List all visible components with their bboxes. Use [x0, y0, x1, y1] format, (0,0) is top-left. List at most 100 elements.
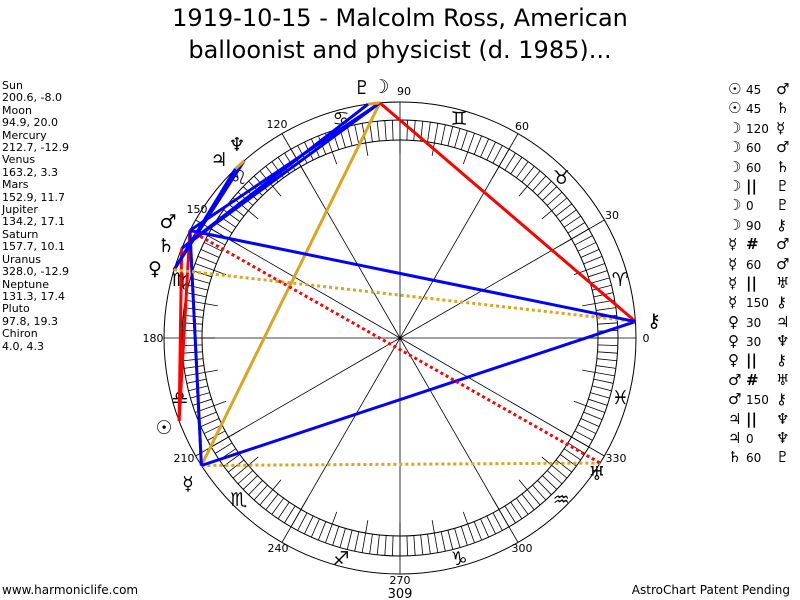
degree-tick [195, 400, 227, 413]
aspect-row: ☿ || ♅ [728, 274, 794, 293]
degree-tick [546, 470, 563, 485]
venus-glyph-icon: ♀ [728, 312, 739, 331]
degree-tick [563, 448, 581, 461]
degree-tick [237, 470, 254, 485]
degree-tick [521, 493, 535, 511]
planet-name: Venus [2, 153, 36, 167]
aspect-type: || [746, 176, 757, 195]
degree-tick [546, 191, 563, 206]
aspect-row: ☽ 60 ♂ [728, 138, 794, 157]
degree-tick [588, 398, 608, 406]
chart-title: 1919-10-15 - Malcolm Ross, American ball… [0, 2, 800, 66]
degree-tick [583, 411, 603, 421]
degree-tick [567, 222, 586, 234]
saturn-glyph-icon: ♄ [728, 448, 742, 467]
degree-tick [185, 299, 218, 307]
zodiac-sign-icon: ♉ [553, 167, 570, 189]
mars-glyph-icon: ♂ [159, 211, 176, 233]
degree-tick [384, 120, 387, 141]
planet-coords: 4.0, 4.3 [2, 339, 44, 353]
degree-tick [248, 180, 263, 196]
moon-glyph-icon: ☽ [728, 196, 742, 215]
degree-tick [592, 284, 612, 291]
degree-tick [480, 518, 490, 538]
degree-tick [223, 209, 241, 222]
saturn-glyph-icon: ♄ [157, 235, 174, 257]
degree-tick [454, 528, 461, 548]
aspect-row: ☉ 45 ♄ [728, 99, 794, 118]
degree-tick [376, 534, 380, 555]
planet-name: Saturn [2, 227, 39, 241]
patent-notice: AstroChart Patent Pending [631, 583, 790, 597]
degree-tick [574, 235, 593, 246]
degree-tick [420, 534, 424, 555]
degree-tick [597, 351, 618, 354]
sun-glyph-icon: ☉ [728, 80, 742, 98]
degree-tick [406, 120, 409, 141]
degree-tick [391, 535, 394, 556]
degree-tick [583, 255, 603, 265]
degree-tick [431, 123, 439, 156]
planet-name: Neptune [2, 277, 50, 291]
degree-tick [447, 530, 454, 550]
degree-tick [510, 501, 523, 519]
degree-tick [192, 398, 212, 406]
degree-tick [361, 520, 369, 553]
degree-tick [317, 521, 327, 541]
planet-coords: 131.3, 17.4 [2, 289, 65, 303]
degree-tick [593, 378, 614, 384]
aspect-row: ♀ 30 ♃ [728, 313, 794, 332]
degree-tick [277, 501, 290, 519]
planet-position-list: Sun 200.6, -8.0 Moon 94.9, 20.0 Mercury 212.7… [2, 79, 69, 353]
aspect-line [180, 102, 369, 250]
degree-tick [592, 385, 612, 392]
degree-tick [510, 157, 523, 175]
degree-tick [384, 535, 387, 556]
sun-glyph-icon: ☉ [155, 417, 172, 439]
degree-tick [542, 475, 558, 490]
aspect-row: ☽ 120 ☿ [728, 119, 794, 138]
degree-tick [577, 424, 597, 434]
uranus-glyph-icon: ♅ [776, 273, 790, 292]
degree-tick [242, 475, 258, 490]
aspect-row: ☿ 150 ⚷ [728, 293, 794, 312]
venus-glyph-icon: ♀ [148, 258, 162, 280]
degree-tick [200, 418, 220, 428]
mars-glyph-icon: ♂ [776, 138, 790, 157]
degree-tick [555, 203, 573, 217]
aspect-row: ♃ || ♆ [728, 410, 794, 429]
degree-tick [332, 526, 340, 546]
degree-tick [427, 122, 431, 142]
aspect-type: || [746, 273, 757, 292]
degree-tick [232, 197, 259, 220]
zodiac-sign-icon: ♊ [450, 108, 467, 130]
aspect-row: ♀ || ⚷ [728, 351, 794, 370]
planet-name: Mars [2, 178, 29, 192]
jupiter-glyph-icon: ♃ [728, 409, 742, 428]
aspect-line [234, 159, 246, 170]
spoke-line [281, 133, 401, 339]
jupiter-glyph-icon: ♃ [728, 429, 742, 448]
degree-tick [462, 133, 475, 165]
jupiter-glyph-icon: ♃ [776, 312, 790, 331]
degree-tick [542, 186, 558, 201]
aspect-type: 45 [746, 102, 762, 117]
aspect-type: 45 [746, 83, 762, 97]
degree-tick [597, 344, 618, 347]
degree-tick [182, 344, 203, 347]
degree-tick [582, 369, 615, 377]
pluto-glyph-icon: ♇ [776, 448, 790, 467]
zodiac-sign-icon: ♈ [612, 269, 629, 291]
degree-tick [521, 165, 535, 183]
degree-tick [440, 124, 446, 145]
degree-tick [573, 400, 605, 413]
degree-tick [492, 145, 503, 164]
zodiac-sign-icon: ♑ [450, 548, 467, 570]
degree-tick [200, 248, 220, 258]
aspect-list: ☉ 45 ♂ ☉ 45 ♄ ☽ 120 ☿ ☽ 60 ♂ ☽ 60 ♄ ☽ || ♇ ☽ 0 ♇ ☽ 90 ⚷ ☿ # ♂ ☿ 60 ♂ ☿… [728, 80, 794, 468]
degree-tick [580, 418, 600, 428]
aspect-row: ☉ 45 ♂ [728, 80, 794, 99]
aspect-type: 0 [746, 432, 754, 447]
degree-tick [186, 292, 207, 298]
degree-tick [190, 392, 210, 399]
